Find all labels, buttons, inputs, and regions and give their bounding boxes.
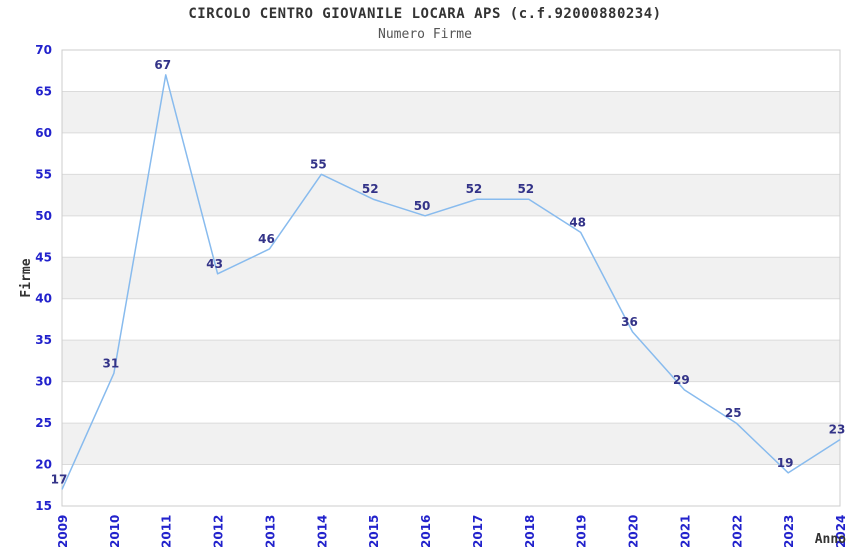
- y-tick-label: 15: [35, 499, 52, 513]
- y-tick-label: 50: [35, 209, 52, 223]
- y-tick-label: 55: [35, 167, 52, 181]
- plot-band: [62, 174, 840, 216]
- plot-band: [62, 423, 840, 465]
- y-tick-label: 40: [35, 292, 52, 306]
- x-axis-label: Anno: [815, 532, 846, 547]
- y-tick-label: 25: [35, 416, 52, 430]
- point-label: 19: [777, 456, 794, 470]
- x-tick-label: 2016: [419, 515, 433, 548]
- point-label: 46: [258, 232, 275, 246]
- point-label: 29: [673, 373, 690, 387]
- x-tick-label: 2020: [627, 515, 641, 548]
- x-tick-label: 2022: [730, 515, 744, 548]
- series-line: [61, 74, 841, 490]
- chart-subtitle: Numero Firme: [378, 27, 472, 42]
- x-tick-label: 2013: [263, 515, 277, 548]
- point-label: 31: [103, 356, 120, 370]
- plot-band: [62, 257, 840, 299]
- chart-title: CIRCOLO CENTRO GIOVANILE LOCARA APS (c.f…: [188, 6, 662, 22]
- y-tick-label: 70: [35, 43, 52, 57]
- plot-band: [62, 91, 840, 133]
- point-label: 25: [725, 406, 742, 420]
- x-tick-label: 2024: [834, 515, 848, 548]
- x-tick-label: 2009: [56, 515, 70, 548]
- x-tick-label: 2017: [471, 515, 485, 548]
- x-tick-label: 2019: [575, 515, 589, 548]
- x-tick-label: 2012: [212, 515, 226, 548]
- plot-band: [62, 340, 840, 382]
- point-label: 43: [206, 257, 223, 271]
- point-label: 52: [362, 182, 379, 196]
- x-tick-label: 2011: [160, 515, 174, 548]
- x-tick-label: 2010: [108, 515, 122, 548]
- y-tick-label: 45: [35, 250, 52, 264]
- x-tick-label: 2018: [523, 515, 537, 548]
- x-tick-label: 2021: [678, 515, 692, 548]
- plot-border: [61, 49, 841, 507]
- y-axis-label: Firme: [19, 258, 34, 297]
- point-label: 23: [829, 423, 846, 437]
- point-label: 36: [621, 315, 638, 329]
- point-label: 52: [517, 182, 534, 196]
- x-tick-label: 2014: [315, 515, 329, 548]
- point-label: 17: [51, 472, 68, 486]
- y-tick-label: 20: [35, 458, 52, 472]
- point-label: 55: [310, 157, 327, 171]
- point-label: 67: [154, 58, 171, 72]
- point-label: 50: [414, 199, 431, 213]
- y-tick-label: 35: [35, 333, 52, 347]
- y-tick-label: 65: [35, 84, 52, 98]
- x-tick-label: 2015: [367, 515, 381, 548]
- y-tick-label: 60: [35, 126, 52, 140]
- y-tick-label: 30: [35, 375, 52, 389]
- point-label: 48: [569, 215, 586, 229]
- x-tick-label: 2023: [782, 515, 796, 548]
- point-label: 52: [466, 182, 483, 196]
